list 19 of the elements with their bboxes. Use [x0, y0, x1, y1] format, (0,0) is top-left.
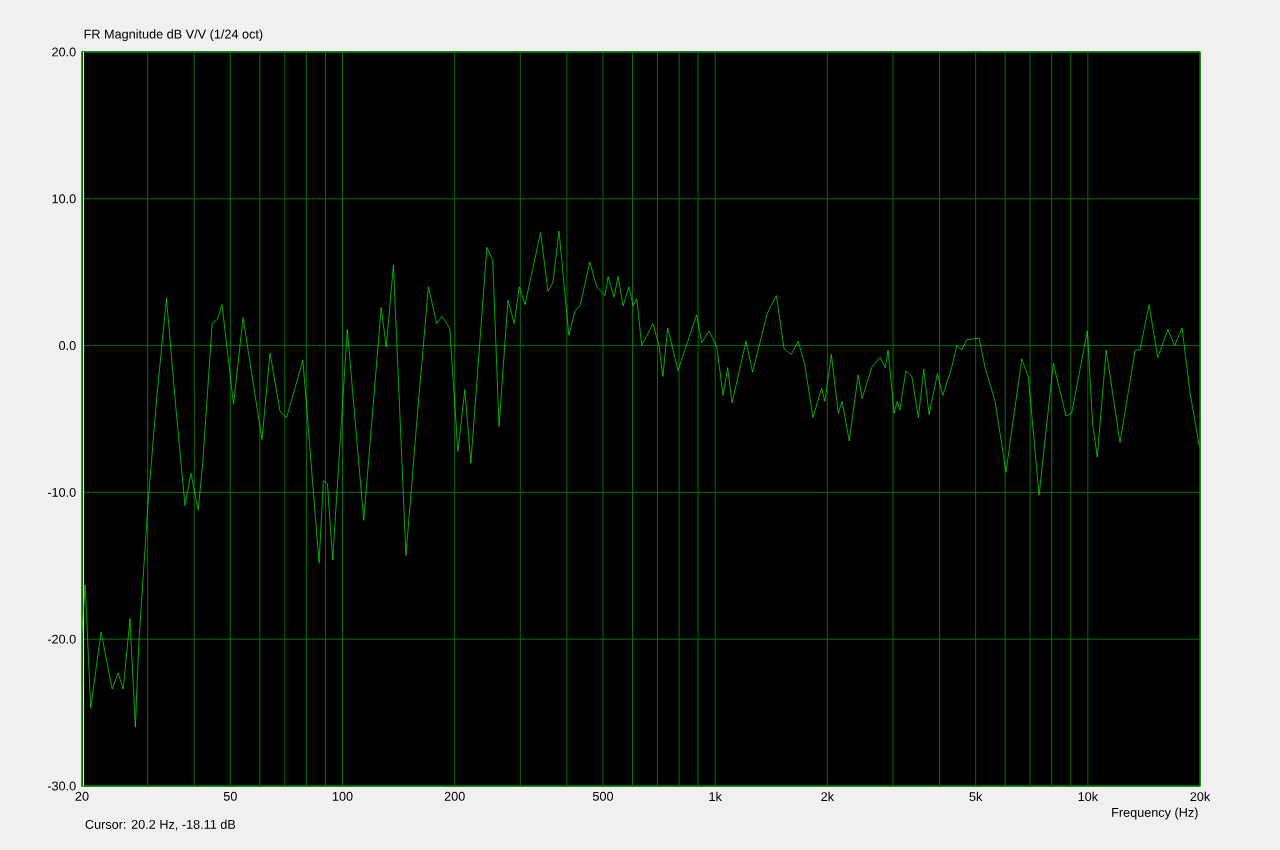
x-axis-title: Frequency (Hz)	[1112, 807, 1198, 820]
x-tick-label: 500	[592, 791, 614, 801]
x-tick-label: 1k	[709, 791, 722, 801]
x-tick-label: 200	[444, 791, 465, 801]
x-tick-label: 100	[332, 791, 353, 801]
x-tick-label: 5k	[969, 791, 983, 802]
y-tick-label: -20.0	[47, 634, 76, 644]
x-tick-label: 20	[75, 791, 89, 801]
y-tick-label: -10.0	[47, 487, 76, 497]
x-tick-label: 2k	[821, 791, 835, 801]
y-tick-label: -30.0	[47, 781, 76, 791]
x-tick-label: 10k	[1078, 791, 1099, 802]
y-tick-label: 10.0	[52, 194, 76, 204]
chart-title: FR Magnitude dB V/V (1/24 oct)	[84, 29, 263, 42]
y-tick-label: 0.0	[59, 341, 76, 351]
x-tick-label: 20k	[1190, 791, 1211, 802]
text: Cursor: 20.2 Hz, -18.11 dB	[85, 819, 236, 831]
x-tick-label: 50	[223, 791, 237, 801]
y-tick-label: 20.0	[52, 47, 76, 57]
